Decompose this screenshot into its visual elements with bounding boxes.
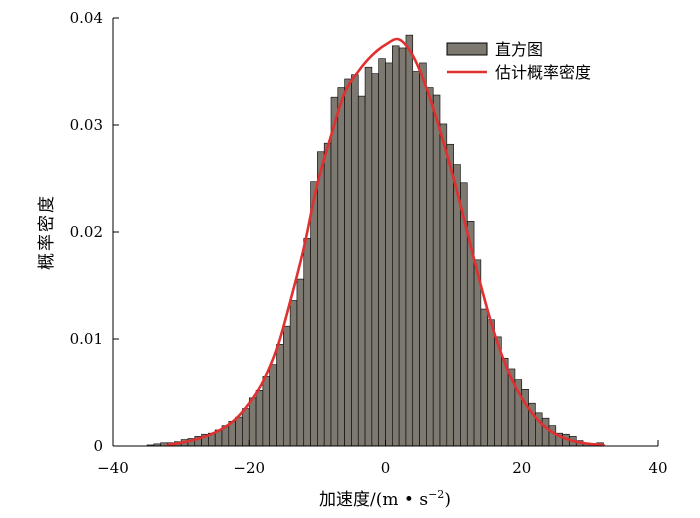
histogram-bar [412, 71, 420, 447]
histogram-bar [541, 417, 550, 447]
histogram-bar [446, 143, 454, 447]
x-tick-label: −40 [97, 459, 129, 477]
histogram-bar [453, 164, 461, 447]
histogram-bar [480, 308, 488, 447]
histogram-bar [289, 300, 298, 447]
histogram-bar [303, 238, 311, 447]
histogram-bar [439, 123, 448, 447]
histogram-bar [248, 397, 257, 447]
density-curve-layer [166, 37, 605, 447]
y-tick-label: 0 [93, 437, 103, 455]
x-tick-label: 40 [648, 459, 667, 477]
histogram-bar [398, 47, 407, 447]
histogram-bar [242, 408, 250, 447]
histogram-bar [371, 73, 379, 447]
x-axis-title-text: 加速度/(m • s [319, 490, 428, 510]
histogram-bar [357, 95, 366, 447]
legend-label-density: 估计概率密度 [495, 63, 591, 82]
histogram-bar [283, 325, 291, 447]
y-tick-label: 0.04 [70, 9, 103, 27]
x-axis-title: 加速度/(m • s−2) [319, 488, 451, 510]
x-tick-label: 0 [381, 459, 391, 477]
histogram-bar [317, 151, 325, 447]
histogram-bar [405, 34, 414, 447]
histogram-bars [146, 34, 604, 447]
histogram-bar [548, 425, 557, 447]
histogram-bar [473, 259, 482, 447]
x-ticks: −40 −20 0 20 40 [97, 440, 668, 477]
histogram-bar [378, 58, 386, 447]
histogram-bar [364, 66, 373, 447]
histogram-bar [337, 87, 345, 447]
y-tick-label: 0.02 [70, 223, 103, 241]
x-tick-label: −20 [233, 459, 265, 477]
x-axis-title-close: ) [444, 490, 451, 510]
y-tick-label: 0.01 [70, 330, 103, 348]
y-ticks: 0 0.01 0.02 0.03 0.04 [70, 9, 119, 455]
histogram-bar [323, 142, 332, 447]
histogram-bar [269, 364, 277, 447]
histogram-bar [262, 376, 270, 447]
histogram-bar [255, 390, 264, 447]
histogram-bar [392, 45, 400, 447]
y-axis-title: 概率密度 [37, 194, 57, 270]
histogram-bar [276, 344, 284, 447]
histogram-bar [296, 278, 305, 447]
histogram-bar [344, 78, 352, 447]
histogram-bar [419, 62, 427, 447]
histogram-bar [487, 319, 495, 447]
histogram-bar [432, 94, 441, 447]
histogram-bar [235, 416, 243, 447]
density-curve [166, 37, 605, 447]
histogram-bar [310, 181, 318, 447]
legend: 直方图 估计概率密度 [446, 40, 591, 82]
histogram-bar [351, 74, 359, 447]
y-tick-label: 0.03 [70, 116, 103, 134]
legend-swatch-histogram [446, 42, 488, 56]
x-tick-label: 20 [512, 459, 531, 477]
histogram-bar [385, 62, 393, 447]
legend-label-histogram: 直方图 [495, 40, 543, 59]
histogram-bar [330, 96, 339, 447]
x-axis-title-superscript: −2 [428, 488, 444, 501]
histogram-bar [426, 87, 434, 447]
